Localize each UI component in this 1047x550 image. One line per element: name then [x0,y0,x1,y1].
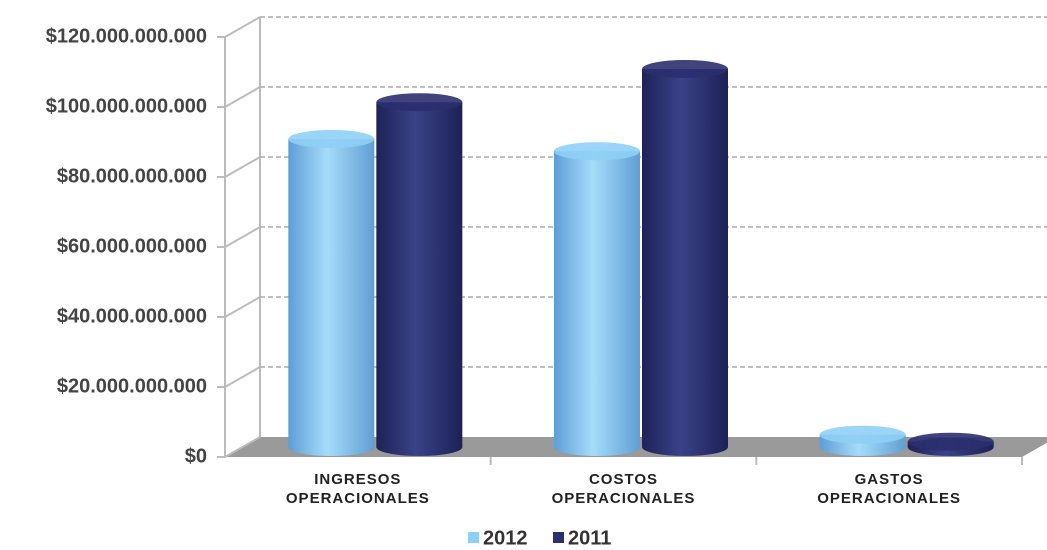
bar [288,139,375,447]
x-tick-label: COSTOS OPERACIONALES [551,471,696,507]
bar-top [819,425,906,444]
y-tick-label: $60.000.000.000 [57,235,207,257]
side-grid-line [224,156,261,178]
y-tick-label: $20.000.000.000 [57,375,207,397]
legend-swatch [553,532,564,543]
side-grid-line [224,86,261,108]
bar-top [907,432,994,451]
y-tick-label: $80.000.000.000 [57,165,207,187]
x-tick-label: GASTOS OPERACIONALES [817,471,962,507]
side-grid-line [224,436,261,458]
bar [376,102,463,447]
bar-top [376,93,463,112]
side-grid-line [224,16,261,38]
bar [642,69,728,447]
x-tick-label: INGRESOS OPERACIONALES [285,471,430,507]
side-grid-line [224,226,261,248]
side-grid-line [224,296,261,318]
bar-top [642,60,728,78]
legend-label: 2011 [568,527,611,549]
y-tick-label: $100.000.000.000 [46,95,207,117]
bar-top [554,142,640,161]
side-grid-line [224,366,261,388]
y-tick-label: $120.000.000.000 [46,25,207,47]
bar-top [288,130,375,148]
y-tick-label: $0 [185,445,207,467]
legend-label: 2012 [483,527,528,549]
bar [554,151,640,447]
legend-swatch [468,532,479,543]
y-tick-label: $40.000.000.000 [57,305,207,327]
